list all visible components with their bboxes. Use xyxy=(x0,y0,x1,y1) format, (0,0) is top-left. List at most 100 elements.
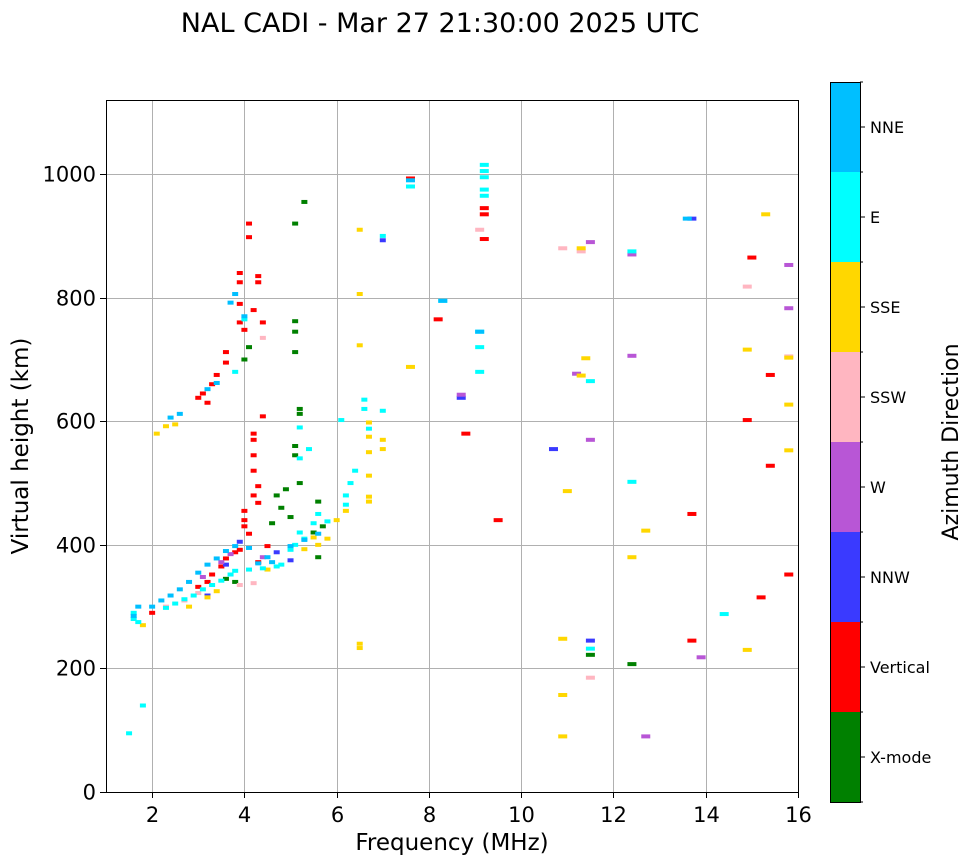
data-point xyxy=(246,567,253,572)
x-tick-label-1: 4 xyxy=(238,803,251,827)
data-point xyxy=(186,579,193,584)
data-point xyxy=(682,216,692,221)
data-point xyxy=(405,184,415,189)
data-point xyxy=(627,249,637,254)
data-point xyxy=(572,371,582,376)
data-point xyxy=(742,647,752,652)
data-point xyxy=(250,453,257,458)
data-point xyxy=(130,617,137,621)
colorbar-tick-label: SSW xyxy=(870,388,906,407)
colorbar-segment-nnw xyxy=(830,532,860,622)
data-point xyxy=(576,249,586,254)
data-point xyxy=(296,406,303,411)
data-point xyxy=(479,212,489,217)
y-tick-label-2: 400 xyxy=(56,534,96,558)
data-point xyxy=(784,262,794,267)
data-point xyxy=(558,734,568,739)
data-point xyxy=(305,447,312,452)
data-point xyxy=(627,353,637,358)
data-point xyxy=(172,422,179,427)
data-point xyxy=(232,579,239,584)
data-point xyxy=(315,531,322,536)
colorbar-label: Azimuth Direction xyxy=(939,343,964,540)
data-point xyxy=(287,558,294,563)
data-point xyxy=(241,317,248,322)
colorbar-tick-label: X-mode xyxy=(870,748,931,767)
data-point xyxy=(696,655,706,660)
x-axis-ticks: 2 4 6 8 10 12 14 16 xyxy=(146,792,812,827)
data-point xyxy=(222,360,229,365)
data-point xyxy=(241,327,248,332)
y-tick-label-1: 200 xyxy=(56,657,96,681)
data-point xyxy=(365,494,372,499)
colorbar-segment-ssw xyxy=(830,352,860,442)
data-point xyxy=(687,216,697,221)
data-point xyxy=(232,568,239,573)
colorbar-tick-label: E xyxy=(870,208,880,227)
data-point xyxy=(292,542,299,547)
data-point xyxy=(130,613,137,618)
data-point xyxy=(255,280,262,285)
data-point xyxy=(273,564,280,569)
y-axis-ticks: 0 200 400 600 800 1000 xyxy=(43,163,106,805)
data-point xyxy=(301,199,308,204)
data-point xyxy=(213,556,220,561)
data-point xyxy=(204,400,211,405)
data-point xyxy=(167,593,174,598)
data-point xyxy=(232,544,239,549)
data-point xyxy=(784,306,794,311)
data-point xyxy=(172,601,179,606)
data-point xyxy=(479,193,489,198)
data-point xyxy=(310,535,317,540)
data-point xyxy=(576,373,586,378)
data-point xyxy=(627,555,637,560)
data-point xyxy=(315,555,322,560)
data-point xyxy=(379,408,386,413)
series-e xyxy=(126,162,729,736)
data-point xyxy=(204,387,211,392)
chart-title: NAL CADI - Mar 27 21:30:00 2025 UTC xyxy=(181,8,699,39)
data-point xyxy=(315,542,322,547)
data-point xyxy=(475,329,485,334)
series-ssw xyxy=(162,227,794,680)
data-point xyxy=(585,437,595,442)
data-point xyxy=(292,453,299,458)
data-point xyxy=(356,343,363,348)
data-point xyxy=(479,206,489,211)
data-point xyxy=(433,317,443,322)
data-point xyxy=(195,395,202,400)
data-point xyxy=(627,479,637,484)
data-point xyxy=(264,567,271,572)
data-point xyxy=(627,252,637,257)
data-point xyxy=(259,414,266,419)
data-point xyxy=(365,499,372,504)
data-point xyxy=(232,550,239,555)
data-point xyxy=(627,662,637,667)
data-point xyxy=(181,597,188,602)
data-point xyxy=(784,448,794,453)
data-point xyxy=(356,292,363,297)
data-point xyxy=(264,544,271,549)
grid-lines xyxy=(106,100,799,793)
data-point xyxy=(241,508,248,513)
y-tick-label-5: 1000 xyxy=(43,163,96,187)
data-point xyxy=(130,610,137,615)
data-point xyxy=(379,447,386,452)
data-point xyxy=(162,424,169,429)
data-point xyxy=(475,369,485,374)
data-point xyxy=(176,587,183,592)
data-point xyxy=(149,604,156,609)
data-point xyxy=(250,431,257,436)
data-point xyxy=(719,612,729,617)
data-point xyxy=(687,511,697,516)
data-point xyxy=(204,595,211,600)
data-point xyxy=(365,426,372,431)
data-point xyxy=(296,456,303,461)
data-point xyxy=(255,500,262,505)
data-point xyxy=(246,345,253,350)
data-point xyxy=(241,518,248,523)
data-point xyxy=(162,605,169,610)
series-x-mode xyxy=(222,199,637,667)
data-point xyxy=(365,434,372,439)
